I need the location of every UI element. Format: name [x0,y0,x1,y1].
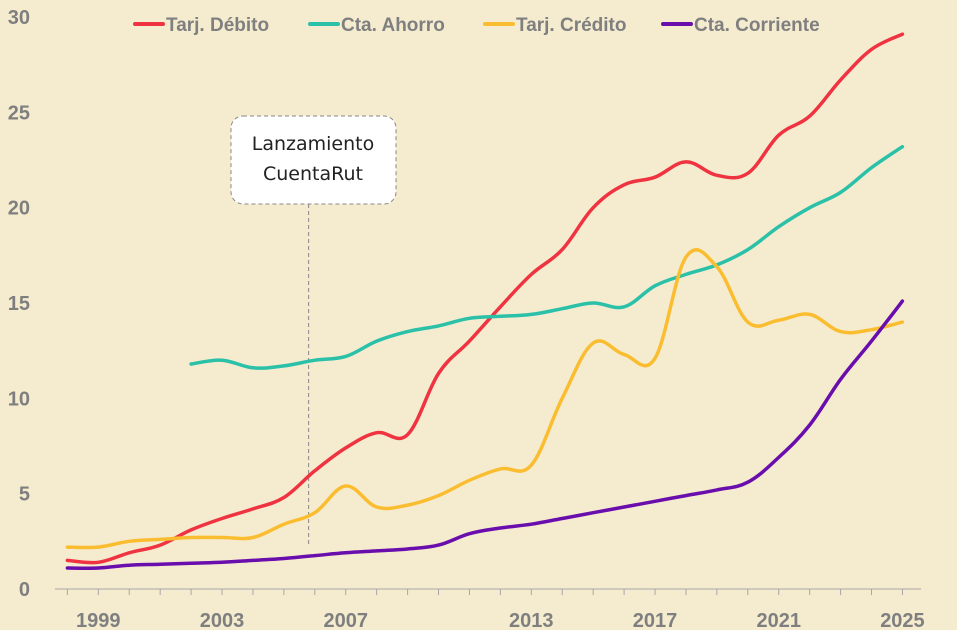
legend-label: Cta. Ahorro [341,15,445,36]
x-tick-label: 2013 [509,610,554,630]
annotation-text: Lanzamiento [252,133,374,155]
series-line-2 [65,248,905,550]
y-axis: 0 5 10 15 20 25 30 [8,7,30,601]
legend-label: Tarj. Crédito [516,15,627,36]
x-tick-label: 2017 [633,610,678,630]
legend: Tarj. Débito Cta. Ahorro Tarj. Crédito Cta.… [133,15,820,36]
legend-label: Cta. Corriente [694,15,820,36]
series-line-0 [65,32,905,565]
x-tick-label: 2021 [756,610,801,630]
series-lines [65,32,905,570]
x-tick-label: 2007 [323,610,368,630]
y-tick-label: 10 [8,388,30,410]
annotation-text: CuentaRut [263,163,363,185]
x-tick-label: 2003 [200,610,245,630]
y-tick-label: 15 [8,293,30,315]
x-axis: 1999 2003 2007 2013 2017 2021 2025 [55,588,925,630]
y-tick-label: 5 [19,484,30,506]
x-tick-label: 2025 [880,610,925,630]
y-tick-label: 0 [19,579,30,601]
y-tick-label: 25 [8,102,30,124]
x-tick-label: 1999 [76,610,121,630]
series-line-1 [189,144,905,370]
y-tick-label: 20 [8,198,30,220]
annotation-box [230,115,397,205]
legend-label: Tarj. Débito [166,15,269,36]
series-line-3 [65,299,905,570]
y-tick-label: 30 [8,7,30,29]
annotation: Lanzamiento CuentaRut [230,115,397,546]
